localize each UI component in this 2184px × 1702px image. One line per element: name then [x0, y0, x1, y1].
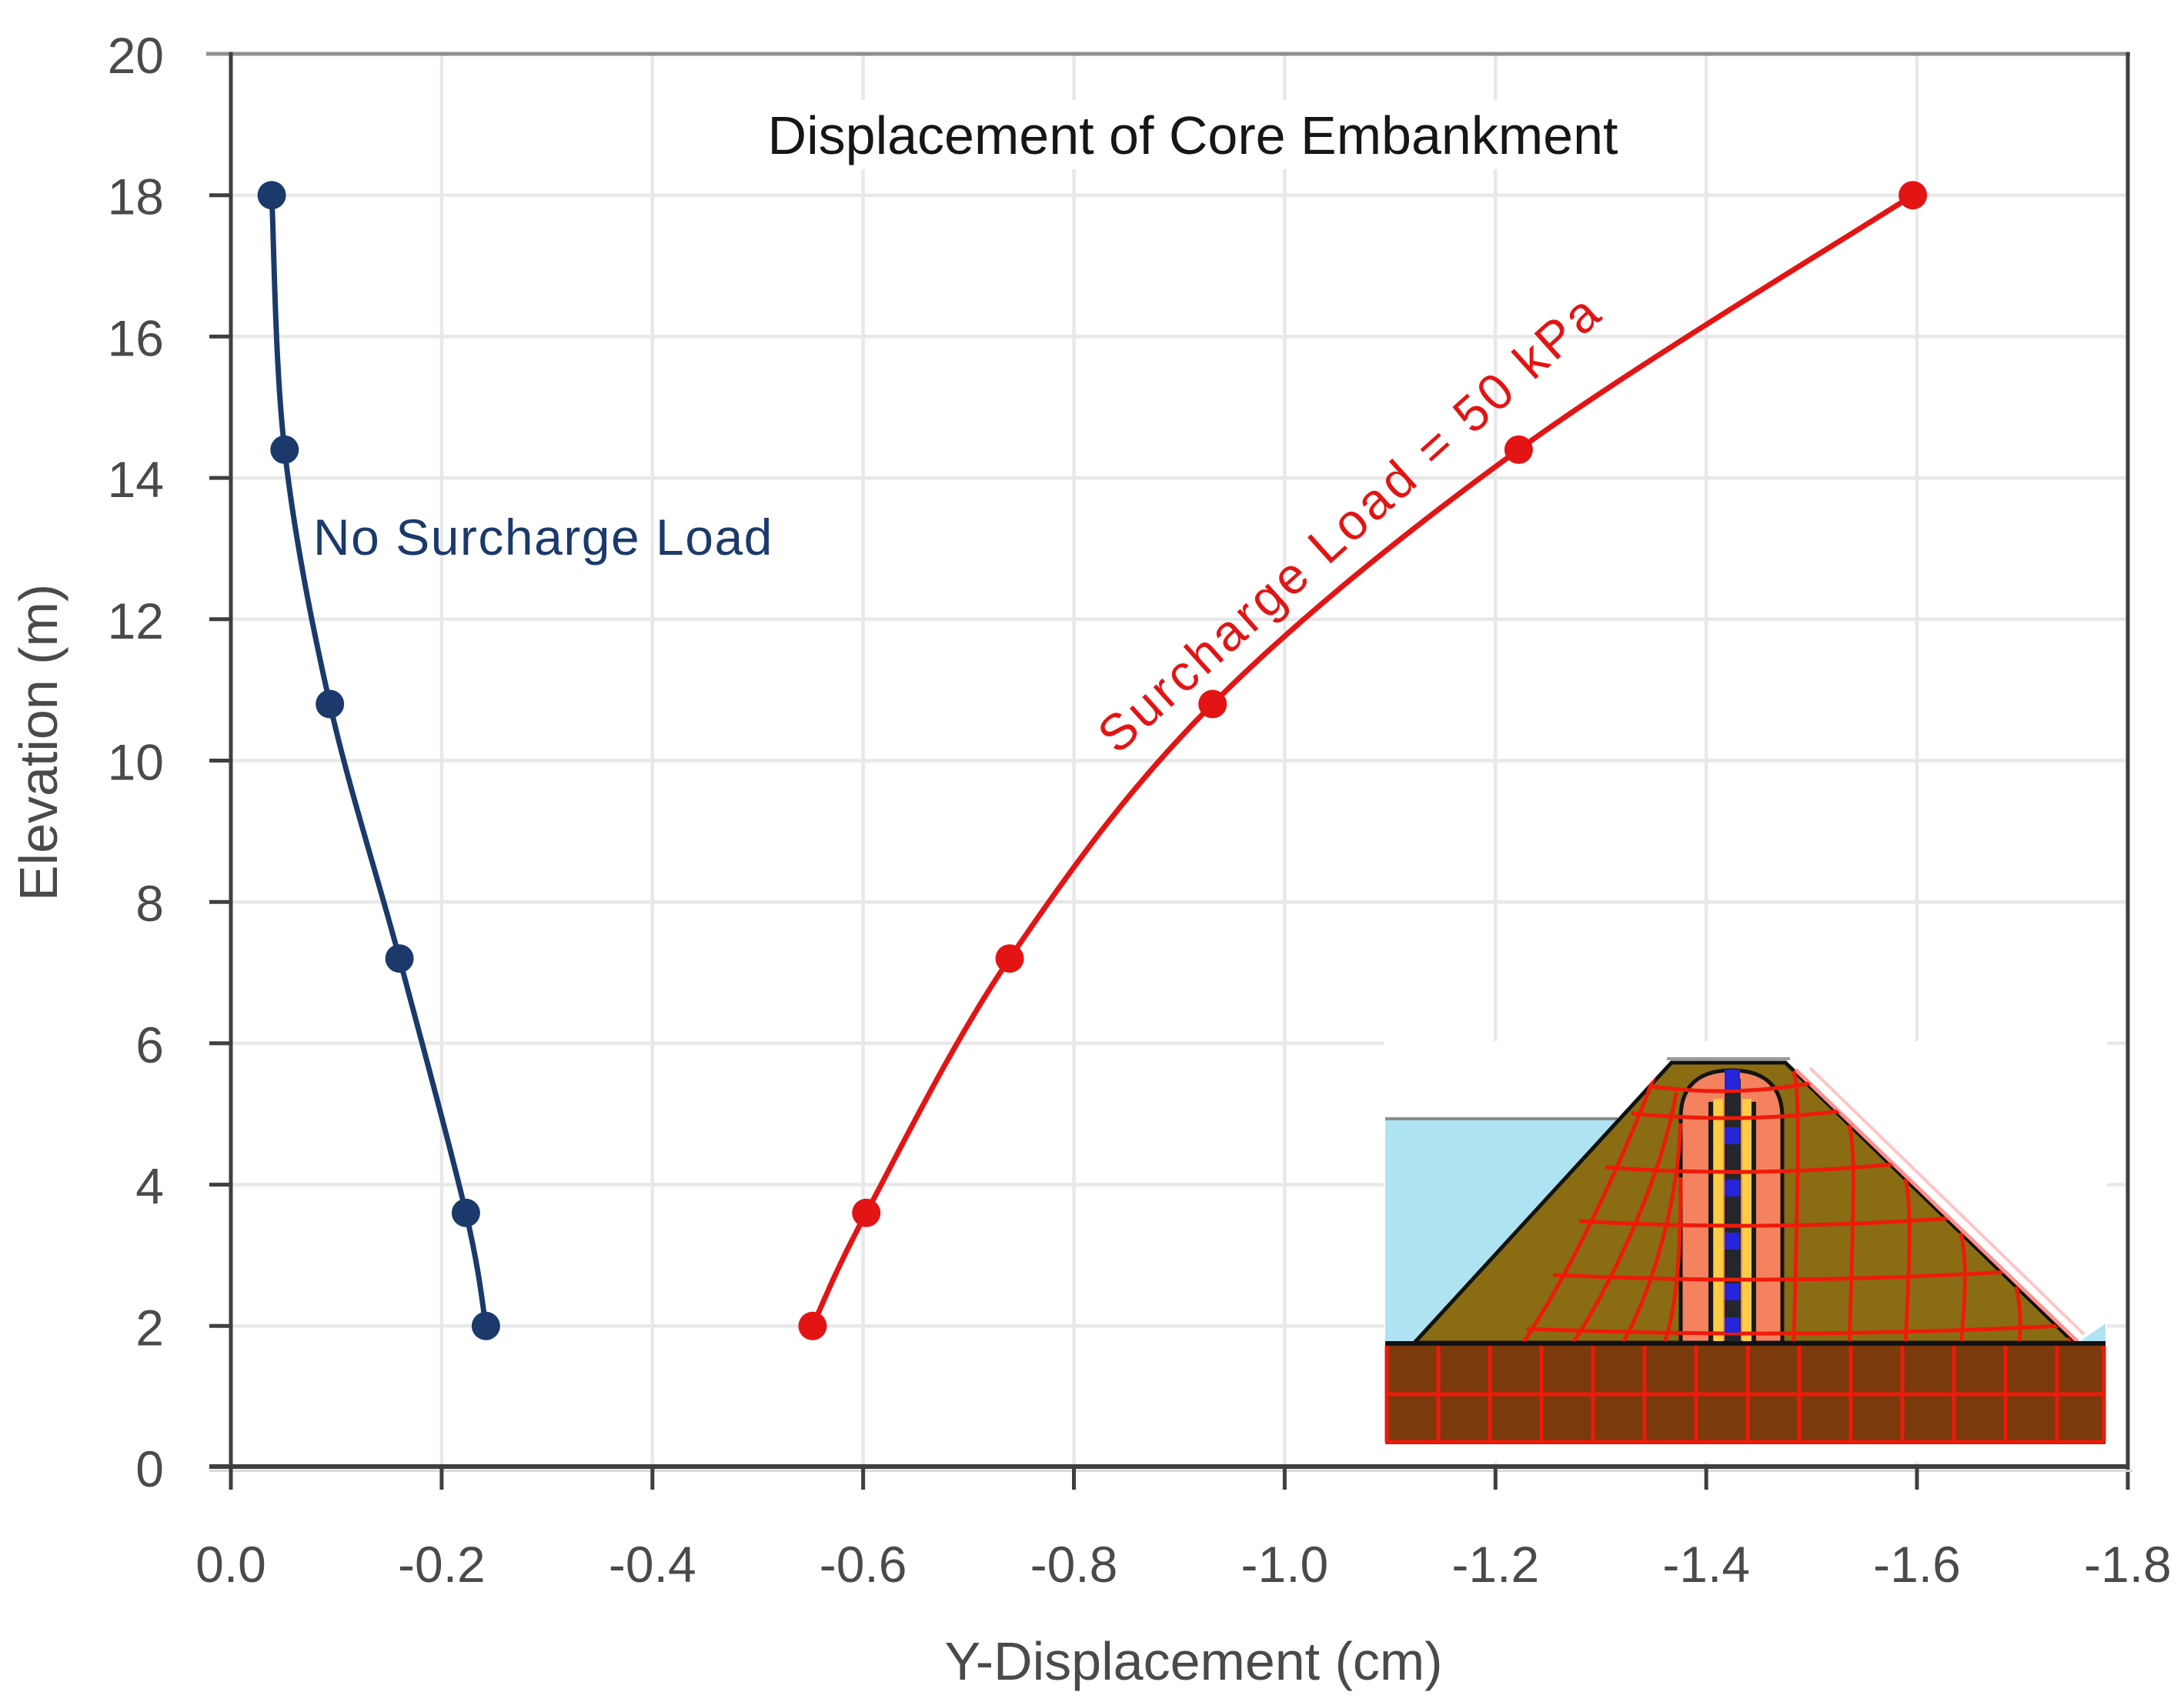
svg-text:-1.0: -1.0 — [1241, 1536, 1329, 1593]
svg-text:-1.2: -1.2 — [1451, 1536, 1539, 1593]
svg-text:4: 4 — [135, 1158, 164, 1215]
svg-text:Elevation (m): Elevation (m) — [8, 584, 68, 901]
svg-text:0: 0 — [135, 1440, 164, 1497]
svg-text:16: 16 — [108, 309, 164, 366]
svg-text:Displacement of Core Embankmen: Displacement of Core Embankment — [768, 105, 1618, 165]
svg-text:12: 12 — [108, 592, 164, 649]
svg-text:10: 10 — [108, 734, 164, 791]
svg-text:-0.6: -0.6 — [820, 1536, 907, 1593]
svg-text:8: 8 — [135, 875, 164, 932]
svg-text:-1.4: -1.4 — [1662, 1536, 1750, 1593]
svg-text:14: 14 — [108, 451, 164, 508]
svg-text:0.0: 0.0 — [195, 1536, 266, 1593]
svg-text:6: 6 — [135, 1016, 164, 1073]
svg-text:-0.4: -0.4 — [609, 1536, 696, 1593]
svg-text:2: 2 — [135, 1299, 164, 1356]
svg-text:-0.8: -0.8 — [1030, 1536, 1118, 1593]
svg-text:18: 18 — [108, 169, 164, 225]
svg-text:20: 20 — [108, 27, 164, 84]
svg-text:-0.2: -0.2 — [398, 1536, 486, 1593]
svg-text:Y-Displacement (cm): Y-Displacement (cm) — [944, 1631, 1442, 1691]
svg-text:-1.8: -1.8 — [2084, 1536, 2172, 1593]
svg-text:-1.6: -1.6 — [1873, 1536, 1961, 1593]
svg-text:No Surcharge Load: No Surcharge Load — [313, 509, 773, 566]
